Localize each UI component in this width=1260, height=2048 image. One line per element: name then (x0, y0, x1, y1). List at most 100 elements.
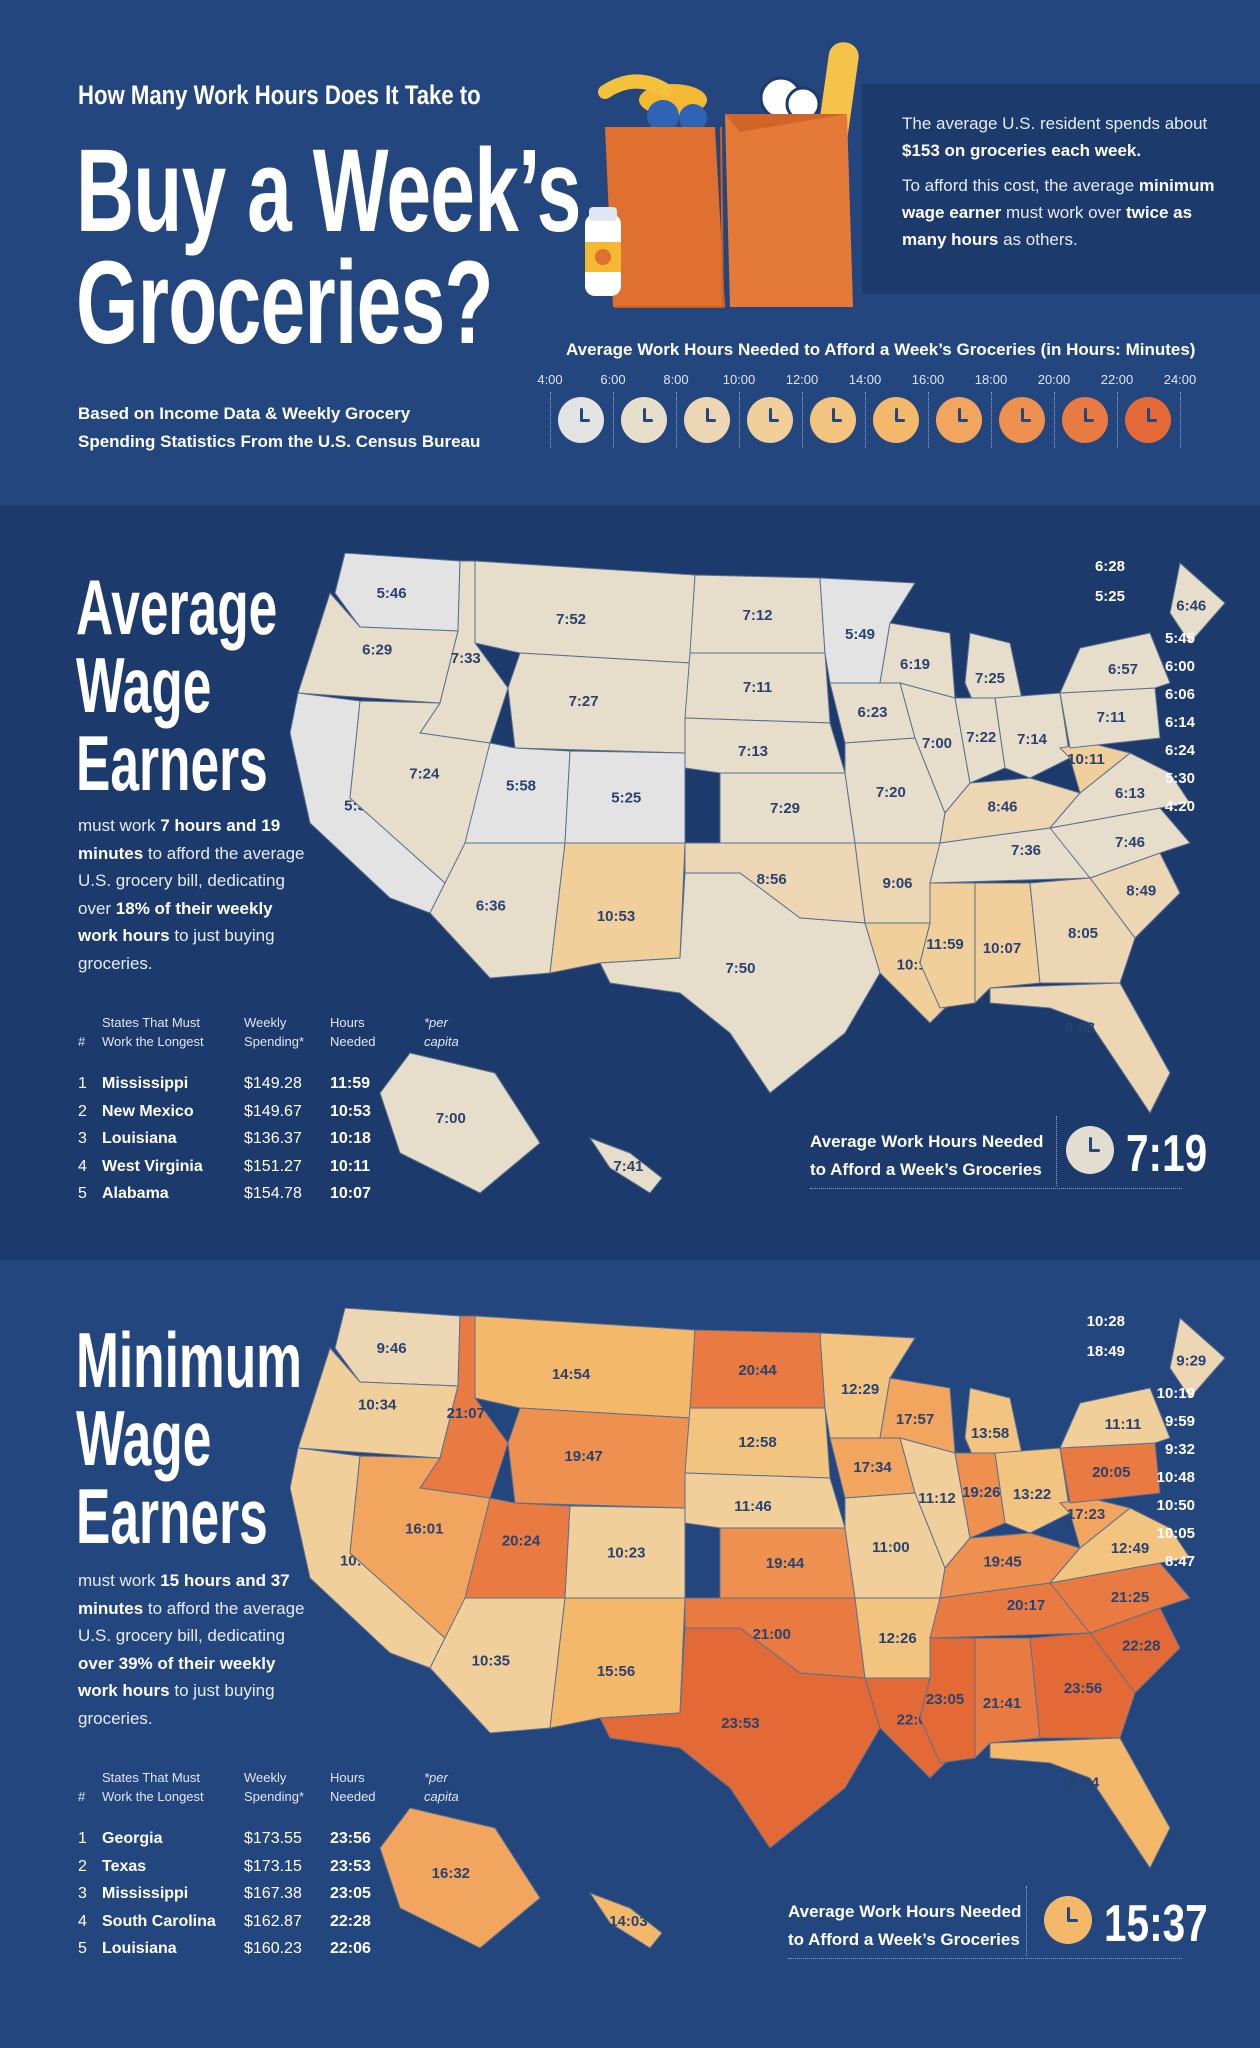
clock-icon (684, 397, 730, 443)
row-state: Louisiana (102, 1940, 177, 1957)
min-title-line1: Minimum (76, 1316, 302, 1404)
info-paragraph-2: To afford this cost, the average minimum… (902, 172, 1222, 253)
state-label-id: 7:33 (451, 650, 481, 667)
state-label-md: 10:05 (1157, 1525, 1195, 1542)
badge-label-line: to Afford a Week’s Groceries (810, 1160, 1042, 1179)
row-spending: $173.15 (244, 1857, 302, 1875)
state-label-ar: 12:26 (878, 1630, 916, 1647)
scale-label: 20:00 (1037, 372, 1071, 387)
row-spending: $149.67 (244, 1102, 302, 1120)
desc-emphasis: 7 hours and 19 minutes (78, 816, 281, 863)
clock-scale-title: Average Work Hours Needed to Afford a We… (566, 340, 1196, 359)
row-hours: 10:53 (330, 1102, 371, 1120)
header-line: *per (424, 1770, 448, 1785)
grocery-bags-illustration (585, 42, 859, 308)
header-line: Hours (330, 1770, 365, 1785)
header-line: Work the Longest (102, 1789, 204, 1804)
row-rank: 2 (78, 1102, 87, 1120)
header-line: Spending* (244, 1034, 304, 1049)
row-state: Mississippi (102, 1885, 189, 1902)
table-row: 2 New Mexico $149.67 10:53 (78, 1103, 418, 1130)
state-oh (994, 1447, 1071, 1534)
state-label-wi: 6:19 (900, 656, 930, 673)
state-label-me: 9:29 (1176, 1353, 1206, 1370)
row-state: Alabama (102, 1185, 169, 1202)
info-box: The average U.S. resident spends about $… (862, 84, 1260, 294)
state-ga (1029, 1632, 1136, 1739)
state-label-tn: 7:36 (1011, 842, 1041, 859)
clock-icon (621, 397, 667, 443)
state-label-tx: 7:50 (725, 960, 755, 977)
desc-text: must work (78, 816, 161, 835)
state-label-ny: 11:11 (1105, 1416, 1142, 1433)
main-title-line2: Groceries? (76, 237, 494, 369)
min-title-line3: Earners (76, 1472, 268, 1560)
state-label-ga: 23:56 (1064, 1680, 1102, 1697)
state-label-ok: 8:56 (757, 871, 787, 888)
row-rank: 4 (78, 1912, 87, 1930)
state-label-ut: 5:58 (506, 778, 536, 795)
scale-label: 6:00 (600, 372, 626, 387)
state-label-ak: 7:00 (436, 1110, 466, 1127)
state-label-vt: 10:28 (1087, 1313, 1125, 1330)
state-label-mi: 13:58 (971, 1425, 1009, 1442)
desc-emphasis: over 39% of their weekly work hours (78, 1653, 276, 1701)
state-ak (379, 1807, 541, 1949)
state-label-ok: 21:00 (752, 1626, 790, 1643)
table-row: 1 Georgia $173.55 23:56 (78, 1830, 418, 1857)
desc-text: must work (78, 1571, 161, 1590)
table-header-note: *per capita (424, 1013, 459, 1051)
table-row: 4 West Virginia $151.27 10:11 (78, 1158, 418, 1185)
badge-divider (1026, 1886, 1027, 1956)
header-line: Weekly (244, 1770, 287, 1785)
state-ga (1029, 877, 1136, 984)
state-label-nm: 15:56 (597, 1663, 635, 1680)
header-kicker: How Many Work Hours Does It Take to (78, 80, 481, 110)
state-label-ri: 6:00 (1165, 658, 1195, 675)
state-al (974, 882, 1041, 1005)
state-label-fl: 8:08 (1065, 1019, 1095, 1036)
state-label-de: 6:24 (1165, 742, 1196, 759)
row-state: Georgia (102, 1830, 163, 1847)
state-label-oh: 7:14 (1017, 731, 1048, 748)
desc-text: to afford the average U.S. grocery bill,… (78, 843, 305, 918)
row-spending: $160.23 (244, 1940, 302, 1957)
header-line: Needed (330, 1034, 376, 1049)
row-hours: 23:53 (330, 1857, 371, 1875)
row-spending: $154.78 (244, 1185, 302, 1202)
state-label-in: 19:26 (962, 1484, 1000, 1501)
state-label-pa: 20:05 (1092, 1464, 1130, 1481)
state-label-me: 6:46 (1176, 598, 1206, 615)
row-spending: $151.27 (244, 1157, 302, 1175)
state-label-ne: 7:13 (738, 743, 768, 760)
state-label-mn: 12:29 (841, 1381, 879, 1398)
row-state: South Carolina (102, 1912, 216, 1930)
row-rank: 5 (78, 1185, 87, 1202)
info-text: To afford this cost, the average (902, 176, 1139, 195)
header-line: Hours (330, 1015, 365, 1030)
state-oh (994, 692, 1071, 779)
badge-label-line: Average Work Hours Needed (788, 1902, 1022, 1921)
state-wy (507, 652, 691, 754)
state-label-ri: 9:59 (1165, 1413, 1195, 1430)
state-al (974, 1637, 1041, 1760)
scale-tick (676, 392, 678, 448)
header-section: How Many Work Hours Does It Take to Buy … (0, 0, 1260, 505)
state-label-in: 7:22 (966, 729, 996, 746)
row-hours: 10:18 (330, 1130, 371, 1147)
scale-tick (613, 392, 615, 448)
badge-label-line: Average Work Hours Needed (810, 1132, 1044, 1151)
row-state: New Mexico (102, 1102, 194, 1120)
state-fl (989, 1737, 1171, 1869)
state-label-mt: 14:54 (552, 1366, 591, 1383)
row-rank: 1 (78, 1830, 87, 1847)
state-label-fl: 14:14 (1061, 1774, 1100, 1791)
info-emphasis: $153 on groceries each week. (902, 141, 1142, 160)
scale-label: 4:00 (537, 372, 563, 387)
row-rank: 4 (78, 1157, 87, 1175)
header-subtitle: Based on Income Data & Weekly Grocery Sp… (78, 400, 480, 456)
clock-icon (1066, 1126, 1114, 1174)
desc-text: to just buying groceries. (78, 1681, 275, 1728)
state-label-nh: 18:49 (1087, 1343, 1125, 1360)
badge-label-line: to Afford a Week’s Groceries (788, 1930, 1020, 1949)
